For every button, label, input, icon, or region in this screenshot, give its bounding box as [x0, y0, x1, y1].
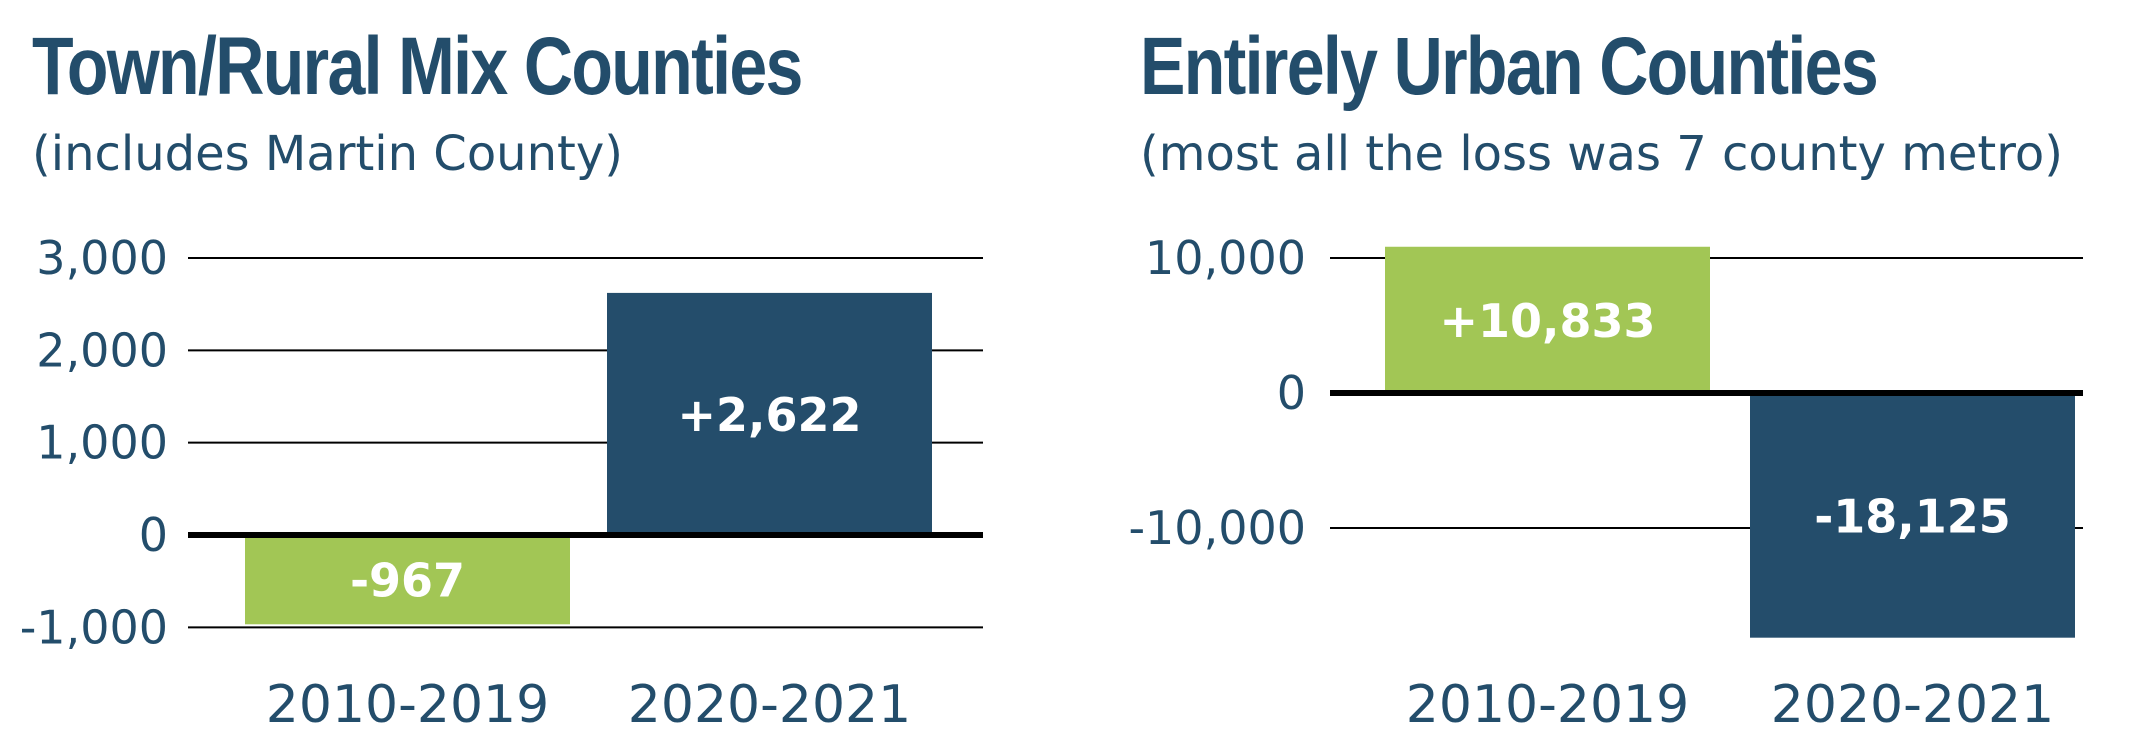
right-chart-title: Entirely Urban Counties — [1140, 21, 1879, 112]
right-y-tick-label: 0 — [1277, 366, 1306, 420]
left-chart-title: Town/Rural Mix Counties — [32, 21, 803, 112]
left-y-tick-label: 1,000 — [36, 416, 168, 470]
left-bar-2020-2021 — [607, 292, 932, 532]
right-y-tick-label: 10,000 — [1145, 231, 1306, 285]
right-bar-2010-2019 — [1385, 246, 1710, 390]
left-y-tick-label: -1,000 — [20, 600, 168, 654]
left-bar-2010-2019 — [245, 538, 570, 625]
left-y-tick-label: 2,000 — [36, 323, 168, 377]
left-data-label: -967 — [350, 554, 465, 608]
left-x-category-label: 2020-2021 — [628, 675, 911, 735]
left-y-tick-label: 3,000 — [36, 231, 168, 285]
right-data-label: -18,125 — [1814, 489, 2011, 543]
right-chart-subtitle: (most all the loss was 7 county metro) — [1140, 126, 2063, 182]
left-x-category-label: 2010-2019 — [266, 675, 549, 735]
left-data-label: +2,622 — [677, 388, 861, 442]
right-x-category-label: 2020-2021 — [1771, 675, 2054, 735]
right-y-tick-label: -10,000 — [1128, 501, 1306, 555]
right-data-label: +10,833 — [1439, 294, 1655, 348]
right-x-category-label: 2010-2019 — [1406, 675, 1689, 735]
left-chart-subtitle: (includes Martin County) — [32, 126, 623, 182]
left-y-tick-label: 0 — [139, 508, 168, 562]
right-bar-2020-2021 — [1750, 396, 2075, 638]
